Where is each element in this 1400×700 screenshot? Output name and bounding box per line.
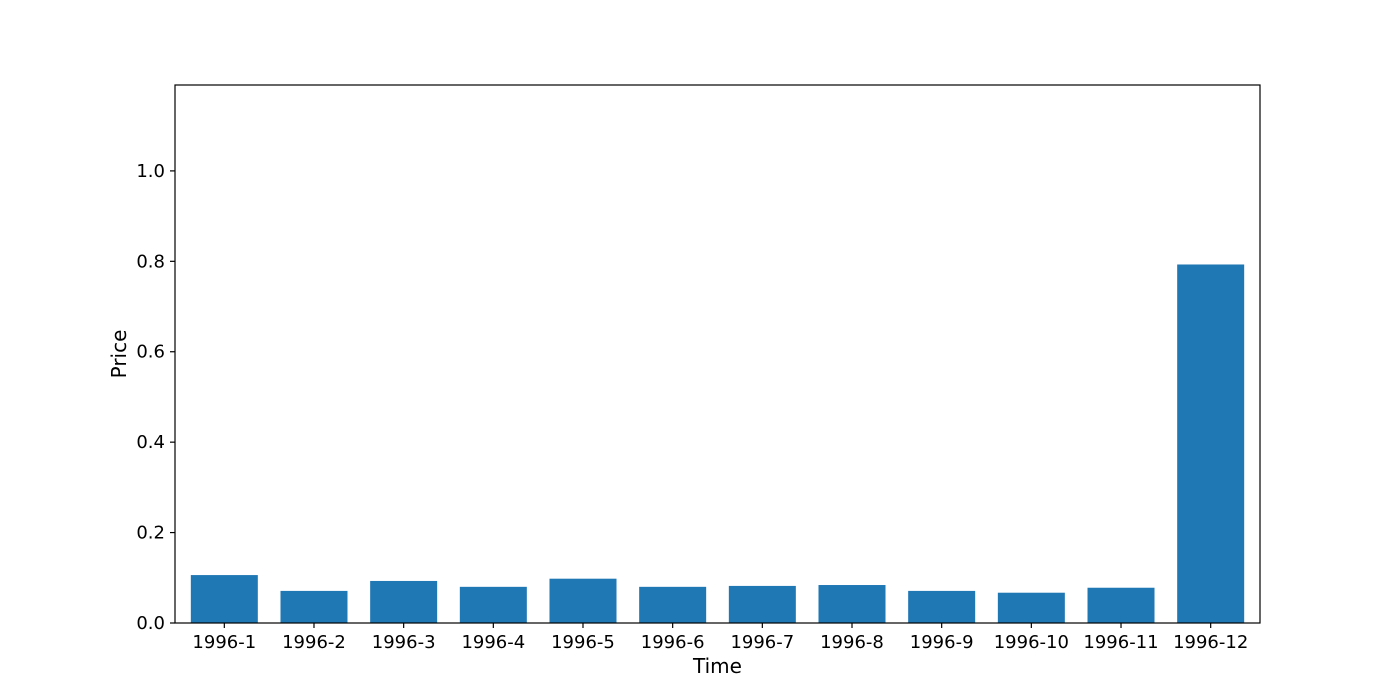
x-tick-label: 1996-7: [730, 632, 794, 653]
bar-1996-6: [639, 586, 707, 623]
x-tick-label: 1996-3: [372, 632, 436, 653]
x-axis-ticks: 1996-1 1996-2 1996-3 1996-4 1996-5 1996-6 1996…: [192, 623, 1248, 653]
y-tick-label: 0.4: [136, 432, 165, 453]
bar-1996-12: [1177, 264, 1245, 623]
x-tick-label: 1996-10: [994, 632, 1069, 653]
y-tick-label: 1.0: [136, 161, 165, 182]
bar-1996-4: [459, 586, 527, 623]
bar-1996-3: [370, 580, 438, 623]
bar-1996-1: [190, 575, 258, 623]
x-tick-label: 1996-1: [192, 632, 256, 653]
y-tick-label: 0.2: [136, 523, 165, 544]
y-tick-label: 0.0: [136, 613, 165, 634]
x-tick-label: 1996-11: [1083, 632, 1158, 653]
y-axis-ticks: 0.0 0.2 0.4 0.6 0.8 1.0: [136, 161, 175, 634]
bar-1996-5: [549, 578, 617, 623]
bar-1996-8: [818, 585, 886, 623]
x-tick-label: 1996-9: [910, 632, 974, 653]
y-axis-label: Price: [107, 330, 131, 379]
x-tick-label: 1996-12: [1173, 632, 1248, 653]
bar-1996-7: [728, 585, 796, 623]
y-tick-label: 0.8: [136, 251, 165, 272]
x-axis-label: Time: [692, 654, 742, 678]
bars-group: [190, 264, 1245, 623]
plot-frame: [174, 84, 1261, 624]
bar-1996-9: [908, 590, 976, 623]
y-tick-label: 0.6: [136, 342, 165, 363]
x-tick-label: 1996-6: [641, 632, 705, 653]
x-tick-label: 1996-2: [282, 632, 346, 653]
x-tick-label: 1996-5: [551, 632, 615, 653]
bar-1996-11: [1087, 587, 1155, 623]
bar-1996-10: [997, 592, 1065, 623]
x-tick-label: 1996-4: [461, 632, 525, 653]
x-tick-label: 1996-8: [820, 632, 884, 653]
bar-1996-2: [280, 590, 348, 623]
